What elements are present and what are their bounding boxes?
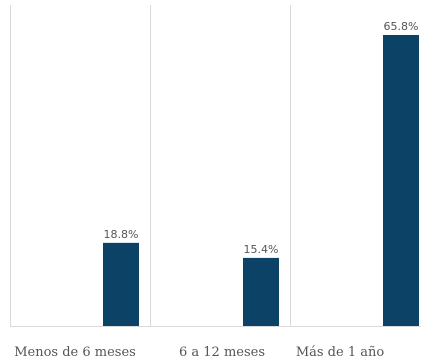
bar [383,35,419,326]
data-label: 15.4% [244,243,279,256]
data-label: 65.8% [384,20,419,33]
x-tick-label: 6 a 12 meses [179,345,265,360]
bar [243,258,279,326]
bar [103,243,139,326]
x-tick-label: Menos de 6 meses [14,345,136,360]
category-separators [11,5,421,326]
x-tick-label: Más de 1 año [296,345,385,360]
data-label: 18.8% [104,228,139,241]
x-tick-labels: Menos de 6 meses 6 a 12 meses Más de 1 año [14,345,384,360]
